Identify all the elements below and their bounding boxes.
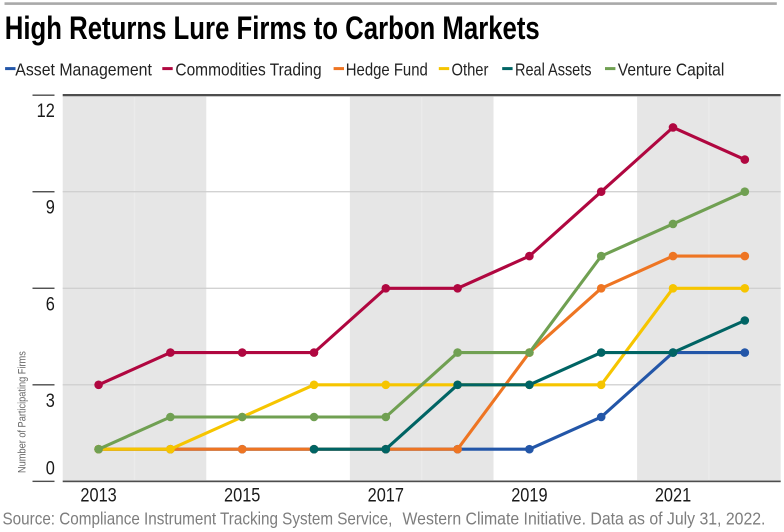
svg-text:2017: 2017 <box>368 484 404 505</box>
svg-text:12: 12 <box>37 100 55 121</box>
svg-text:Source: Compliance Instrument: Source: Compliance Instrument Tracking S… <box>3 508 393 528</box>
svg-text:Number of Participating Firms: Number of Participating Firms <box>17 351 29 473</box>
svg-text:High Returns Lure Firms to Car: High Returns Lure Firms to Carbon Market… <box>5 11 540 46</box>
svg-text:Asset Management: Asset Management <box>15 60 152 80</box>
svg-text:Commodities Trading: Commodities Trading <box>175 59 321 79</box>
svg-text:2021: 2021 <box>655 484 691 505</box>
svg-text:Venture Capital: Venture Capital <box>618 59 725 79</box>
svg-text:Other: Other <box>451 60 489 79</box>
svg-text:3: 3 <box>46 390 55 411</box>
svg-text:2015: 2015 <box>224 484 260 505</box>
svg-text:Western Climate Initiative. Da: Western Climate Initiative. Data as of J… <box>403 508 766 528</box>
svg-text:Hedge Fund: Hedge Fund <box>346 60 428 79</box>
svg-text:6: 6 <box>46 293 55 314</box>
svg-text:Real Assets: Real Assets <box>515 60 592 80</box>
svg-text:2013: 2013 <box>80 484 116 505</box>
svg-text:2019: 2019 <box>511 484 547 505</box>
svg-text:9: 9 <box>46 197 55 218</box>
svg-text:0: 0 <box>46 457 55 478</box>
